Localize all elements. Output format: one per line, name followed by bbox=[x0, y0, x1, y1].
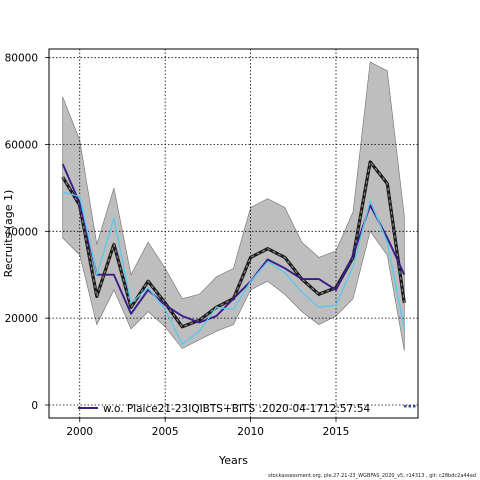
y-tick-label: 20000 bbox=[5, 313, 38, 325]
confidence-band bbox=[62, 61, 405, 351]
x-tick-label: 2015 bbox=[323, 426, 350, 438]
y-tick-label: 40000 bbox=[5, 226, 38, 238]
confidence-band-layer bbox=[62, 61, 405, 351]
y-tick-label: 60000 bbox=[5, 140, 38, 152]
plot-frame bbox=[48, 48, 419, 419]
series-line-2 bbox=[62, 191, 405, 345]
series-line-1 bbox=[61, 163, 406, 324]
legend: w.o. Plaice21-23IQIBTS+BITS :2020-04-171… bbox=[78, 403, 417, 415]
x-tick-label: 2005 bbox=[152, 426, 179, 438]
footer-credit: stockassessment.org, ple.27.21-23_WGBFAS… bbox=[268, 473, 476, 479]
series-lines bbox=[61, 160, 406, 345]
y-axis-ticks: 0 20000 40000 60000 80000 bbox=[5, 53, 49, 412]
y-tick-label: 80000 bbox=[5, 53, 38, 65]
x-tick-label: 2010 bbox=[237, 426, 264, 438]
x-axis-title: Years bbox=[218, 454, 248, 467]
x-tick-label: 2000 bbox=[66, 426, 93, 438]
x-axis-ticks: 2000 2005 2010 2015 bbox=[66, 418, 349, 438]
y-axis-title: Recruits (age 1) bbox=[2, 190, 15, 278]
y-tick-label: 0 bbox=[31, 400, 38, 412]
legend-label: w.o. Plaice21-23IQIBTS+BITS :2020-04-171… bbox=[103, 403, 371, 415]
